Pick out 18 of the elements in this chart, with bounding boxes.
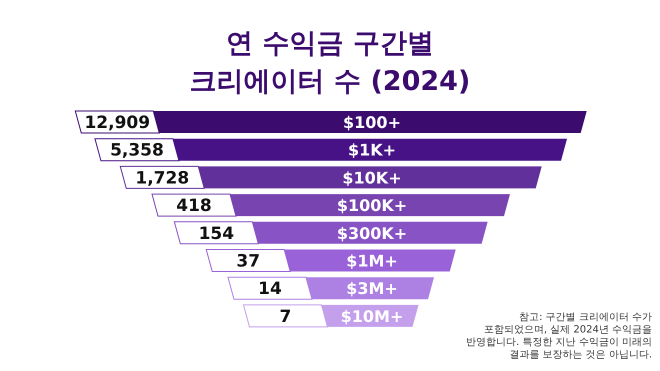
data-label: 154 <box>198 224 234 244</box>
category-label: $10K+ <box>342 168 402 188</box>
data-label: 418 <box>176 196 212 216</box>
category-label: $3M+ <box>346 279 398 298</box>
category-label: $1M+ <box>346 252 398 270</box>
category-label: $300K+ <box>336 224 408 243</box>
text: 참고: 구간별 크리에이터 수가 포함되었으며, 실제 2024년 수익금을 반영합니다. 특정한 지난 수익금이 미래의 결과를 보장하는 것은 아닙니다. <box>466 312 652 360</box>
category-label: $1K+ <box>348 140 396 160</box>
category-label: $100K+ <box>336 196 408 216</box>
category-label: $10M+ <box>340 306 404 326</box>
data-label: 1,728 <box>135 168 190 188</box>
data-label: 37 <box>236 252 260 272</box>
data-label: 5,358 <box>110 140 164 161</box>
text: 연 수익금 구간별 크리에이터 수 (2024) <box>190 28 470 97</box>
data-label: 12,909 <box>84 113 150 133</box>
data-label: 7 <box>280 306 292 327</box>
data-label: 14 <box>258 279 282 300</box>
category-label: $100+ <box>343 113 401 132</box>
